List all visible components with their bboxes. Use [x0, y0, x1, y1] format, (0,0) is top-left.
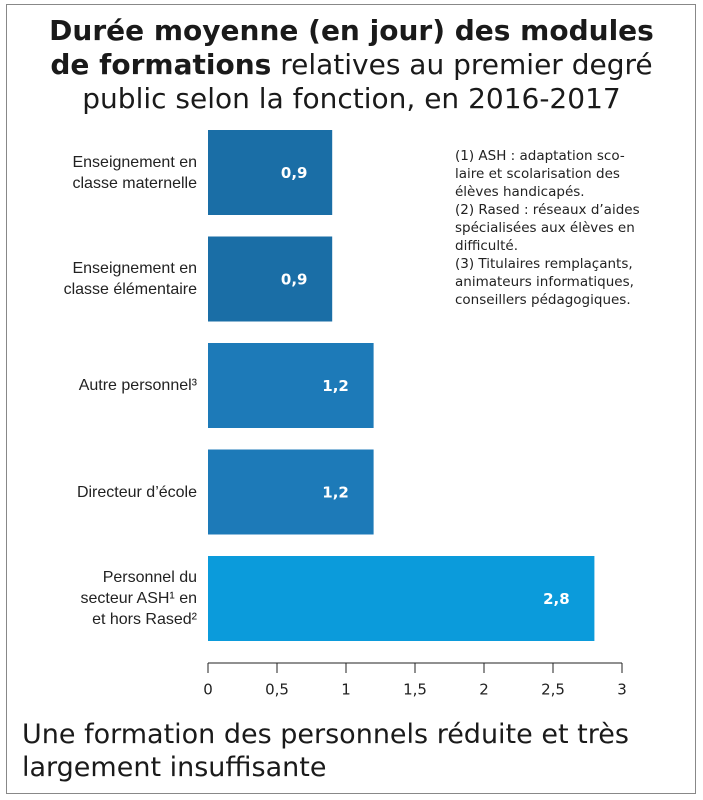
caption: Une formation des personnels réduite et … — [22, 719, 629, 783]
note: (2) Rased : réseaux d’aides spécialisées… — [455, 202, 640, 254]
x-tick-label: 0 — [203, 681, 213, 699]
category-label: Autre personnel³ — [78, 377, 197, 394]
bar — [208, 449, 374, 535]
notes: (1) ASH : adaptation sco- laire et scola… — [455, 147, 685, 309]
x-tick-label: 0,5 — [265, 681, 289, 699]
note: (1) ASH : adaptation sco- laire et scola… — [455, 148, 625, 200]
note: (3) Titulaires remplaçants, animateurs i… — [455, 256, 634, 308]
frame — [6, 4, 696, 794]
title-bold: Durée moyenne (en jour) des modules de f… — [49, 14, 654, 81]
x-tick-label: 3 — [617, 681, 627, 699]
chart-title: Durée moyenne (en jour) des modules de f… — [30, 14, 673, 116]
bar — [208, 236, 333, 322]
category-label: Personnel du secteur ASH¹ en et hors Ras… — [80, 569, 198, 628]
value-label: 1,2 — [322, 484, 349, 502]
bar — [208, 343, 374, 428]
bar — [208, 556, 595, 641]
x-tick-label: 2,5 — [541, 681, 565, 699]
value-label: 1,2 — [322, 377, 349, 395]
category-label: Directeur d’école — [76, 483, 197, 501]
value-label: 0,9 — [281, 164, 308, 182]
x-tick-label: 1,5 — [403, 681, 427, 699]
category-label: Enseignement en classe élémentaire — [63, 260, 197, 298]
value-label: 2,8 — [543, 590, 570, 608]
x-tick-label: 1 — [341, 681, 351, 699]
value-label: 0,9 — [281, 271, 308, 289]
x-tick-label: 2 — [479, 681, 489, 699]
title-rest: relatives au premier degré public selon … — [82, 48, 653, 115]
category-label: Enseignement en classe maternelle — [72, 153, 197, 192]
bar — [208, 130, 333, 215]
